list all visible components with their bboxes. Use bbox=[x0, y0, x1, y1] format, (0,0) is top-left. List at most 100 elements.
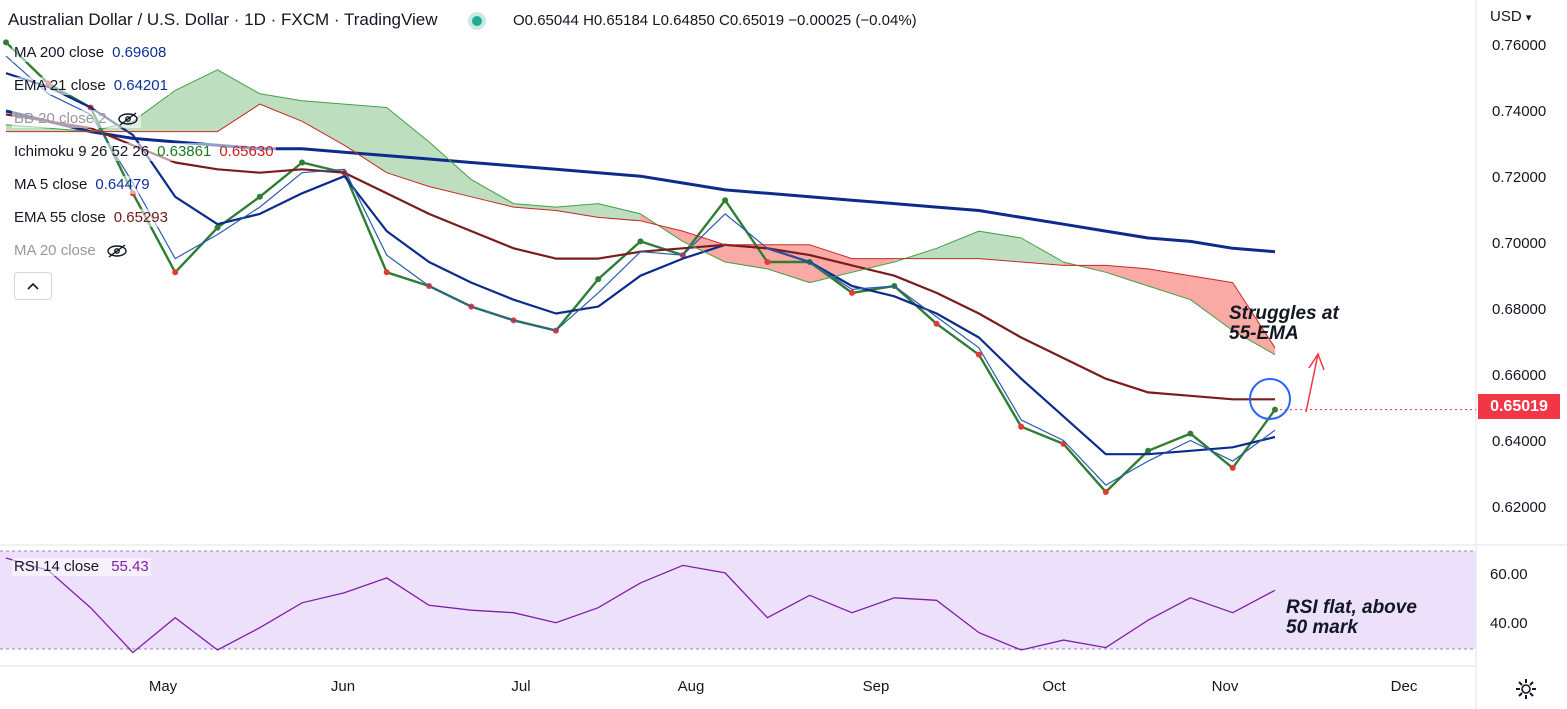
price-point bbox=[383, 269, 390, 276]
gear-icon[interactable] bbox=[1514, 677, 1538, 701]
price-annotation-line1: Struggles at bbox=[1229, 303, 1339, 324]
ichimoku-cloud-segment bbox=[809, 244, 852, 283]
eye-hidden-icon[interactable] bbox=[117, 112, 139, 126]
ichimoku-cloud-segment bbox=[936, 231, 979, 259]
indicator-value-2: 0.65630 bbox=[219, 143, 274, 160]
indicator-legend-row[interactable]: MA 20 close bbox=[12, 242, 130, 260]
rsi-tick-label: 40.00 bbox=[1490, 615, 1528, 632]
current-price-badge: 0.65019 bbox=[1478, 394, 1560, 419]
rsi-annotation-line2: 50 mark bbox=[1286, 617, 1358, 638]
price-point bbox=[1145, 447, 1152, 454]
time-tick-label: Aug bbox=[677, 678, 705, 695]
chevron-down-icon: ▾ bbox=[1525, 12, 1532, 24]
currency-selector[interactable]: USD ▾ bbox=[1490, 8, 1531, 25]
price-point bbox=[975, 351, 982, 358]
indicator-value: 0.69608 bbox=[112, 44, 167, 61]
indicator-label: EMA 55 close bbox=[14, 209, 106, 226]
highlight-circle bbox=[1249, 378, 1291, 420]
price-point bbox=[849, 289, 855, 296]
ichimoku-cloud-segment bbox=[386, 107, 429, 187]
ichimoku-cloud-segment bbox=[471, 179, 514, 208]
price-annotation-line2: 55-EMA bbox=[1229, 323, 1299, 344]
price-point bbox=[256, 193, 263, 200]
indicator-legend-row[interactable]: MA 200 close 0.69608 bbox=[12, 44, 169, 62]
rsi-label: RSI 14 close bbox=[14, 558, 100, 575]
indicator-label: MA 5 close bbox=[14, 176, 88, 193]
indicator-value: 0.65293 bbox=[113, 209, 168, 226]
time-tick-label: May bbox=[148, 678, 178, 695]
price-point bbox=[1187, 430, 1194, 437]
annotation-arrow-head bbox=[1308, 352, 1325, 371]
eye-hidden-icon[interactable] bbox=[106, 244, 128, 258]
chevron-up-icon bbox=[27, 282, 39, 290]
chart-title-bar: Australian Dollar / U.S. Dollar · 1D · F… bbox=[8, 10, 917, 30]
indicator-label: EMA 21 close bbox=[14, 77, 106, 94]
ichimoku-cloud-segment bbox=[598, 203, 641, 221]
price-point bbox=[637, 238, 644, 245]
time-tick-label: Nov bbox=[1211, 678, 1239, 695]
rsi-value: 55.43 bbox=[111, 558, 149, 575]
ichimoku-cloud-segment bbox=[1105, 265, 1149, 287]
ichimoku-cloud-segment bbox=[1190, 275, 1233, 331]
ichimoku-cloud-segment bbox=[1021, 237, 1064, 266]
time-tick-label: Oct bbox=[1042, 678, 1066, 695]
ichimoku-cloud-segment bbox=[302, 100, 345, 146]
indicator-legend-row[interactable]: Ichimoku 9 26 52 26 0.63861 0.65630 bbox=[12, 143, 276, 161]
ichimoku-cloud-segment bbox=[1232, 282, 1275, 355]
ichimoku-cloud-segment bbox=[555, 203, 599, 218]
price-point bbox=[933, 320, 940, 327]
rsi-annotation: RSI flat, above 50 mark bbox=[1286, 598, 1417, 638]
price-tick-label: 0.64000 bbox=[1492, 433, 1547, 450]
time-tick-label: Sep bbox=[862, 678, 890, 695]
indicator-label: MA 20 close bbox=[14, 242, 96, 259]
time-tick-label: Jul bbox=[511, 678, 531, 695]
series-line-ichimoku-span-a bbox=[5, 69, 1276, 356]
series-line-ma-5-close bbox=[5, 55, 1276, 486]
indicator-value: 0.64201 bbox=[113, 77, 168, 94]
indicator-label: MA 200 close bbox=[14, 44, 105, 61]
rsi-tick-label: 60.00 bbox=[1490, 566, 1528, 583]
price-tick-label: 0.72000 bbox=[1492, 169, 1547, 186]
indicator-legend-row[interactable]: BB 20 close 2 bbox=[12, 110, 141, 128]
price-point bbox=[764, 258, 771, 265]
chart-title: Australian Dollar / U.S. Dollar · 1D · F… bbox=[8, 10, 438, 29]
price-point bbox=[172, 269, 179, 276]
ichimoku-cloud-segment bbox=[217, 69, 260, 132]
price-tick-label: 0.70000 bbox=[1492, 235, 1547, 252]
price-point bbox=[1018, 423, 1025, 430]
indicator-value: 0.63861 bbox=[157, 143, 212, 160]
time-tick-label: Dec bbox=[1390, 678, 1418, 695]
indicator-label: Ichimoku 9 26 52 26 bbox=[14, 143, 150, 160]
ohlc-values: O0.65044 H0.65184 L0.64850 C0.65019 −0.0… bbox=[513, 12, 917, 29]
rsi-line bbox=[5, 557, 1276, 654]
ichimoku-cloud-segment bbox=[978, 231, 1022, 262]
price-point bbox=[1102, 488, 1109, 495]
indicator-legend-row[interactable]: EMA 21 close 0.64201 bbox=[12, 77, 170, 95]
price-point bbox=[299, 159, 306, 166]
indicator-label: BB 20 close 2 bbox=[14, 110, 107, 127]
price-tick-label: 0.68000 bbox=[1492, 301, 1547, 318]
price-pane[interactable] bbox=[0, 0, 1476, 545]
price-point bbox=[1060, 440, 1067, 447]
series-line-ichimoku-span-b bbox=[6, 103, 1276, 349]
price-point bbox=[595, 276, 602, 283]
indicator-legend-row[interactable]: MA 5 close 0.64479 bbox=[12, 176, 152, 194]
ichimoku-cloud-segment bbox=[259, 93, 303, 122]
price-point bbox=[722, 197, 729, 204]
price-point bbox=[214, 224, 221, 231]
series-line-ema-21-close bbox=[5, 72, 1276, 456]
ichimoku-cloud-segment bbox=[725, 244, 768, 269]
price-tick-label: 0.76000 bbox=[1492, 37, 1547, 54]
currency-label: USD bbox=[1490, 8, 1522, 25]
price-tick-label: 0.66000 bbox=[1492, 367, 1547, 384]
ichimoku-cloud-segment bbox=[513, 203, 556, 211]
ichimoku-cloud-segment bbox=[1148, 268, 1191, 300]
ichimoku-cloud-segment bbox=[429, 141, 472, 197]
price-tick-label: 0.74000 bbox=[1492, 103, 1547, 120]
rsi-legend[interactable]: RSI 14 close 55.43 bbox=[12, 558, 151, 576]
collapse-legend-button[interactable] bbox=[14, 272, 52, 300]
rsi-band bbox=[0, 551, 1476, 649]
indicator-legend-row[interactable]: EMA 55 close 0.65293 bbox=[12, 209, 170, 227]
time-tick-label: Jun bbox=[330, 678, 356, 695]
